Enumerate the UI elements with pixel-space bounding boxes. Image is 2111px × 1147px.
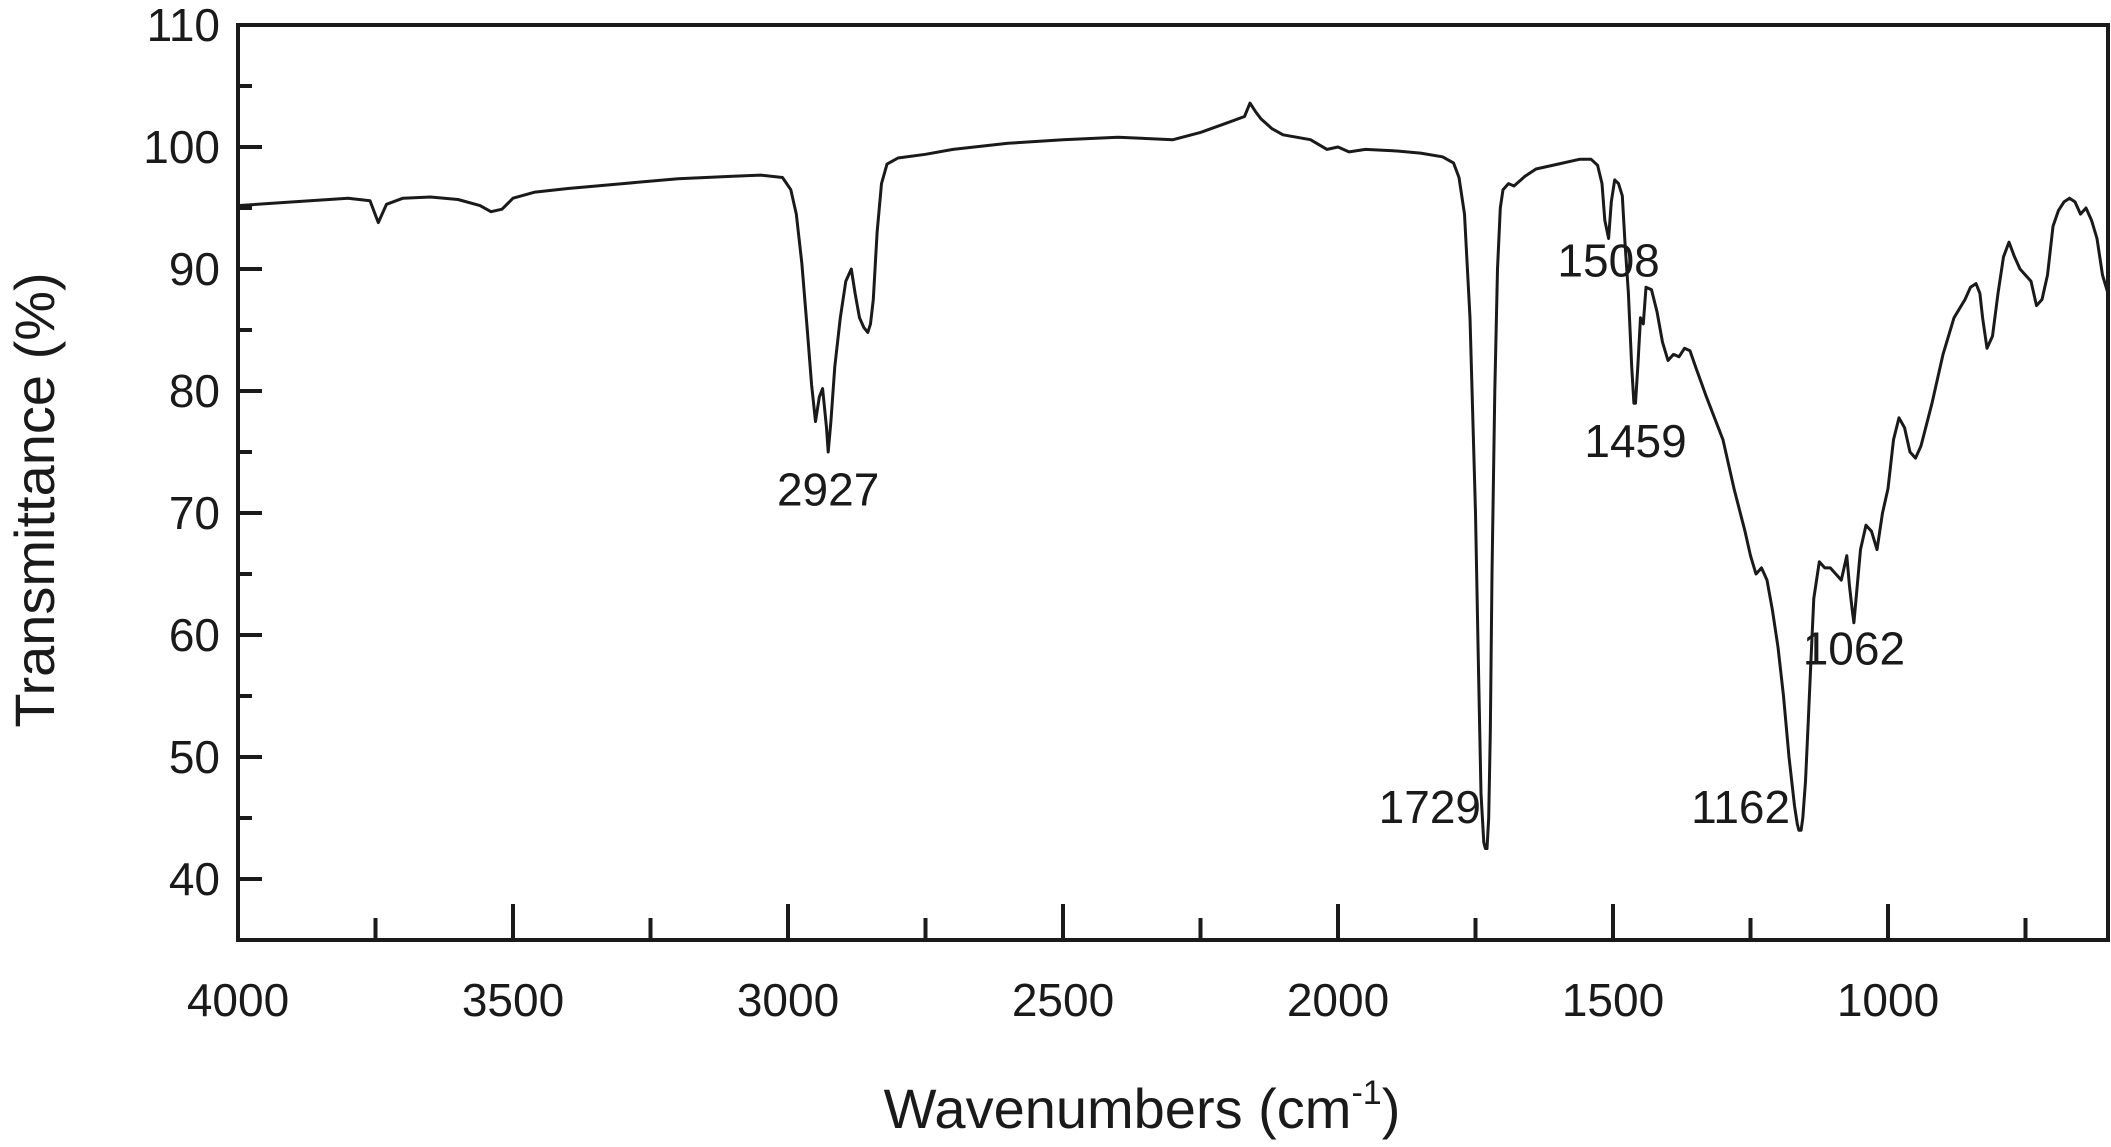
peak-label-2927: 2927 (777, 464, 879, 516)
x-axis-title-superscript: -1 (1351, 1074, 1381, 1112)
peak-label-1459: 1459 (1584, 415, 1686, 467)
x-axis-title: Wavenumbers (cm-1) (884, 1074, 1401, 1140)
tick-labels: 4000 3500 3000 2500 2000 1500 1000 40 50 60 70 80 90… (143, 0, 1939, 1026)
y-tick-label: 40 (169, 853, 220, 905)
y-axis-title: Transmittance (%) (3, 272, 66, 727)
y-tick-label: 70 (169, 487, 220, 539)
x-tick-label: 2500 (1012, 974, 1114, 1026)
y-tick-label: 80 (169, 365, 220, 417)
x-tick-label: 4000 (187, 974, 289, 1026)
y-tick-label: 50 (169, 731, 220, 783)
y-tick-label: 100 (143, 121, 220, 173)
y-tick-label: 110 (147, 0, 220, 51)
plot-frame (236, 23, 2110, 942)
x-tick-label: 1000 (1837, 974, 1939, 1026)
peak-label-1062: 1062 (1803, 622, 1905, 674)
x-tick-label: 1500 (1562, 974, 1664, 1026)
peak-label-1729: 1729 (1379, 781, 1481, 833)
y-tick-label: 60 (169, 609, 220, 661)
x-tick-label: 3500 (462, 974, 564, 1026)
x-tick-label: 2000 (1287, 974, 1389, 1026)
x-axis-title-close: ) (1382, 1077, 1401, 1140)
peak-label-1162: 1162 (1691, 781, 1790, 833)
peak-label-1508: 1508 (1557, 234, 1659, 286)
peak-annotations: 2927 1729 1508 1459 1162 1062 (777, 234, 1905, 833)
spectrum-line (237, 101, 2110, 850)
x-tick-label: 3000 (737, 974, 839, 1026)
y-tick-label: 90 (169, 243, 220, 295)
